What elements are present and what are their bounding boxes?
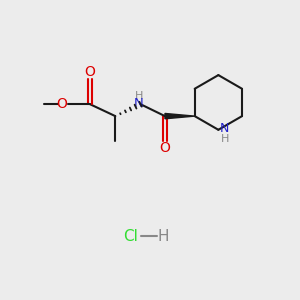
Polygon shape [165, 113, 195, 119]
Text: N: N [134, 97, 144, 110]
Text: H: H [158, 229, 169, 244]
Text: Cl: Cl [123, 229, 138, 244]
Text: O: O [160, 141, 170, 155]
Text: H: H [221, 134, 229, 144]
Text: H: H [135, 91, 143, 101]
Text: O: O [85, 65, 95, 80]
Text: O: O [56, 97, 67, 111]
Text: N: N [220, 122, 230, 135]
